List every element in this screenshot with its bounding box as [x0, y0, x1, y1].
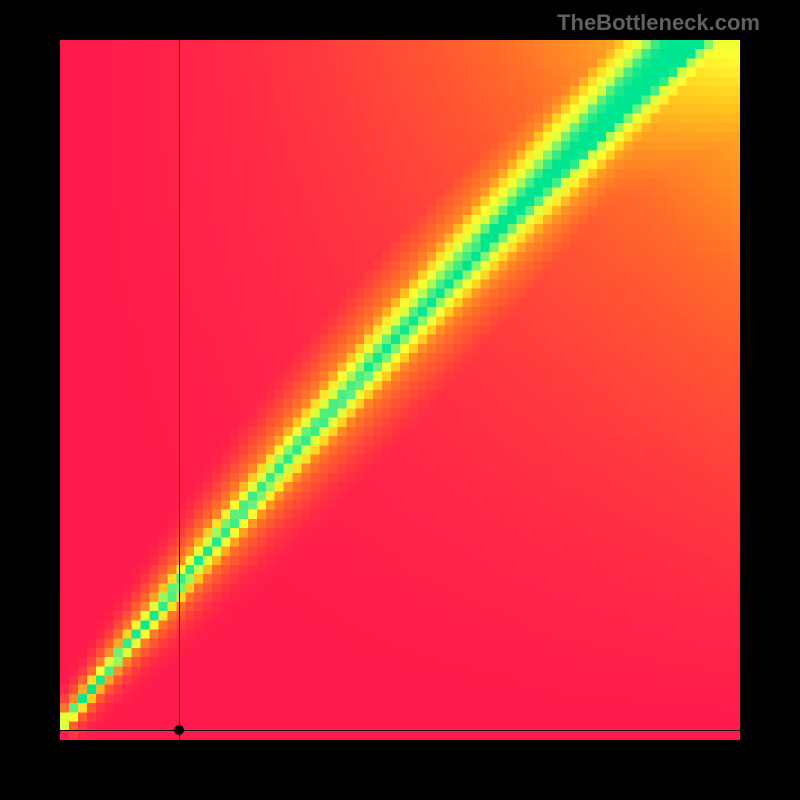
heatmap-canvas	[60, 40, 740, 740]
crosshair-vertical	[179, 40, 180, 740]
watermark: TheBottleneck.com	[557, 10, 760, 36]
bottleneck-heatmap	[60, 40, 740, 740]
crosshair-horizontal	[60, 730, 740, 731]
crosshair-point	[174, 725, 184, 735]
